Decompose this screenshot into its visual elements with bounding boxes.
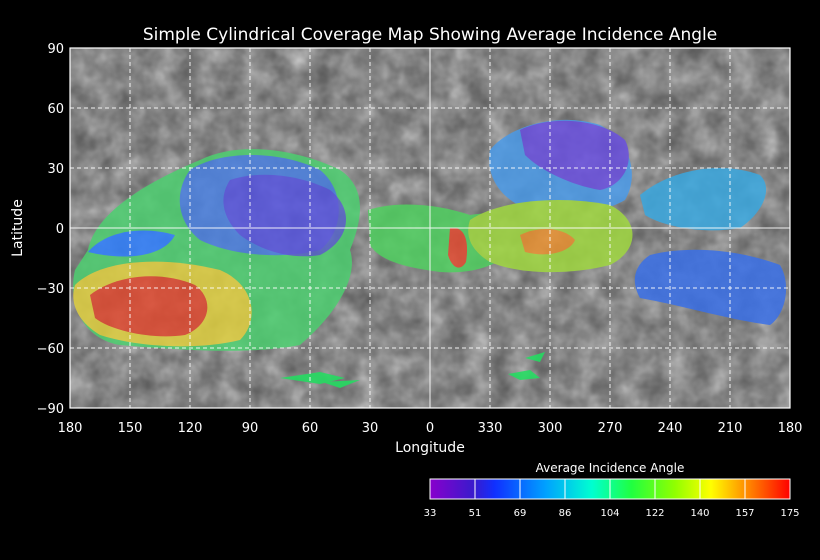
colorbar-tick-label: 51	[469, 508, 482, 519]
coverage-region	[525, 352, 545, 362]
colorbar-tick-label: 104	[600, 508, 619, 519]
y-axis-ticks: 90 60 30 0 −30 −60 −90	[37, 42, 64, 417]
coverage-overlay	[73, 119, 787, 388]
map-grid	[70, 48, 790, 408]
coverage-region	[640, 167, 767, 231]
x-tick-label: 150	[118, 421, 143, 436]
x-tick-label: 30	[362, 421, 379, 436]
colorbar-title: Average Incidence Angle	[536, 461, 685, 475]
coverage-region	[520, 120, 629, 190]
coverage-region	[634, 249, 787, 325]
x-tick-label: 300	[538, 421, 563, 436]
colorbar-tick-label: 69	[514, 508, 527, 519]
x-tick-label: 180	[58, 421, 83, 436]
x-axis-ticks: 180 150 120 90 60 30 0 330 300 270 240 210 180	[58, 421, 803, 436]
map-frame	[69, 47, 791, 409]
x-tick-label: 90	[242, 421, 259, 436]
coverage-region	[520, 228, 575, 255]
y-tick-label: 90	[47, 42, 64, 57]
colorbar-tick-label: 175	[780, 508, 799, 519]
y-tick-label: −90	[37, 402, 64, 417]
coverage-region	[280, 372, 345, 384]
x-tick-label: 330	[478, 421, 503, 436]
coverage-region	[322, 380, 360, 388]
coverage-region	[448, 227, 468, 268]
colorbar-tick-label: 140	[690, 508, 709, 519]
x-tick-label: 270	[598, 421, 623, 436]
x-tick-label: 60	[302, 421, 319, 436]
x-tick-label: 210	[718, 421, 743, 436]
x-tick-label: 240	[658, 421, 683, 436]
x-axis-label: Longitude	[395, 440, 465, 456]
coverage-region	[223, 174, 347, 257]
colorbar-tick-label: 122	[645, 508, 664, 519]
coverage-region	[90, 276, 208, 337]
x-tick-label: 0	[426, 421, 434, 436]
y-tick-label: −30	[37, 282, 64, 297]
y-tick-label: −60	[37, 342, 64, 357]
colorbar-ticks: 33 51 69 86 104 122 140 157 175	[424, 479, 800, 519]
y-tick-label: 60	[47, 102, 64, 117]
y-tick-label: 0	[56, 222, 64, 237]
y-axis-label: Latitude	[10, 199, 26, 257]
x-tick-label: 120	[178, 421, 203, 436]
x-tick-label: 180	[778, 421, 803, 436]
map-title: Simple Cylindrical Coverage Map Showing …	[143, 25, 717, 45]
colorbar-tick-label: 157	[735, 508, 754, 519]
y-tick-label: 30	[47, 162, 64, 177]
coverage-region	[88, 230, 175, 257]
colorbar-tick-label: 33	[424, 508, 437, 519]
colorbar-tick-label: 86	[559, 508, 572, 519]
coverage-region	[508, 370, 540, 380]
